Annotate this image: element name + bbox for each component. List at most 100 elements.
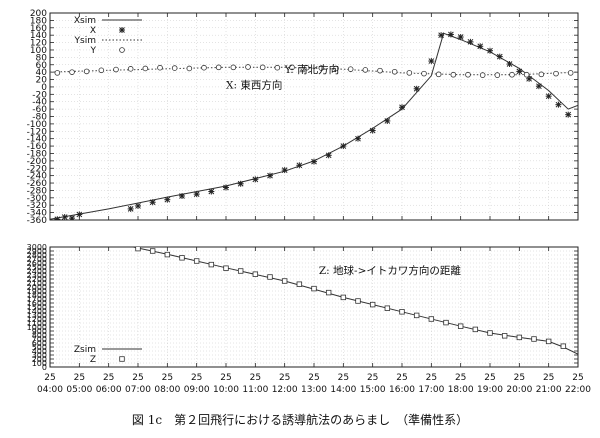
legend-label-y: Y <box>90 46 97 56</box>
point-x <box>384 117 391 124</box>
x-tick-day-label: 25 <box>44 373 55 383</box>
series-group <box>50 31 578 220</box>
point-x <box>477 43 484 50</box>
y-tick-label: -240 <box>27 172 48 182</box>
x-tick-time-label: 20:00 <box>506 385 532 395</box>
point-y <box>113 66 119 73</box>
point-y <box>479 72 486 78</box>
annotation-label: Z: 地球->イトカワ方向の距離 <box>319 264 462 277</box>
y-tick-label: 0 <box>42 363 47 372</box>
point-y <box>406 70 413 76</box>
legend-swatch-y <box>119 47 125 53</box>
legend-swatch-z <box>119 356 125 362</box>
point-y <box>303 64 310 71</box>
x-tick-time-label: 12:00 <box>272 385 298 395</box>
point-y <box>567 70 574 76</box>
point-x <box>193 191 200 198</box>
point-x <box>438 32 445 39</box>
y-tick-label: 2700 <box>27 255 47 264</box>
y-tick-label: 2100 <box>27 279 47 288</box>
x-tick-day-label: 25 <box>191 373 202 383</box>
x-tick-time-label: 07:00 <box>125 385 151 395</box>
point-z <box>325 289 332 296</box>
x-tick-day-label: 25 <box>132 373 143 383</box>
point-z <box>399 309 405 315</box>
point-x <box>76 211 83 218</box>
point-x <box>252 176 259 183</box>
y-tick-label: -280 <box>27 186 48 196</box>
y-tick-label: -140 <box>27 135 48 145</box>
point-y <box>362 67 369 73</box>
point-x <box>149 199 156 206</box>
y-tick-label: 1300 <box>27 311 47 320</box>
point-x <box>311 158 317 165</box>
point-y <box>186 65 193 72</box>
point-z <box>428 316 435 322</box>
y-tick-label: -200 <box>27 157 48 167</box>
x-tick-day-label: 25 <box>396 373 407 383</box>
point-z <box>281 278 288 284</box>
point-z <box>457 323 464 329</box>
y-tick-label: 1000 <box>27 323 47 332</box>
y-tick-label: -220 <box>27 164 48 174</box>
point-y <box>127 66 134 72</box>
x-tick-time-label: 09:00 <box>184 385 210 395</box>
point-y <box>553 70 559 77</box>
point-y <box>494 72 501 78</box>
point-z <box>296 281 303 287</box>
y-tick-label: 2300 <box>27 271 47 280</box>
point-y <box>274 64 281 71</box>
x-tick-time-label: 16:00 <box>389 385 415 395</box>
y-tick-label: 2600 <box>27 259 47 268</box>
y-tick-label: -20 <box>32 90 47 100</box>
annotation-label: X: 東西方向 <box>226 78 282 91</box>
x-tick-day-label: 25 <box>572 373 583 383</box>
x-tick-day-label: 25 <box>250 373 261 383</box>
x-tick-time-label: 19:00 <box>477 385 503 395</box>
point-y <box>230 64 237 71</box>
point-z <box>487 330 493 336</box>
point-x <box>61 214 68 220</box>
point-z <box>545 338 552 345</box>
y-tick-label: 60 <box>36 61 48 71</box>
x-tick-day-label: 25 <box>338 373 349 383</box>
point-y <box>377 67 383 74</box>
annotation-label: Y: 南北方向 <box>284 63 340 76</box>
point-z <box>223 265 229 271</box>
x-tick-time-label: 18:00 <box>448 385 474 395</box>
legend-label-z: Z <box>90 355 96 365</box>
x-tick-time-label: 17:00 <box>418 385 444 395</box>
point-z <box>340 294 347 301</box>
x-tick-day-label: 25 <box>367 373 378 383</box>
y-tick-label: 800 <box>32 331 47 340</box>
point-y <box>450 71 457 78</box>
point-x <box>54 216 61 220</box>
y-tick-label: 1400 <box>27 307 47 316</box>
y-tick-label: 1200 <box>27 315 47 324</box>
point-x <box>399 104 405 111</box>
y-tick-label: 600 <box>32 339 47 348</box>
y-tick-label: -100 <box>27 120 48 130</box>
point-x <box>413 85 420 92</box>
y-tick-label: 700 <box>32 335 47 344</box>
y-tick-label: 140 <box>30 31 47 41</box>
x-tick-time-label: 06:00 <box>96 385 122 395</box>
legend-swatch-x <box>119 27 125 33</box>
y-tick-label: 20 <box>36 76 48 86</box>
y-tick-label: -320 <box>27 201 48 211</box>
x-tick-day-label: 25 <box>279 373 290 383</box>
point-y <box>391 68 398 75</box>
x-tick-time-label: 10:00 <box>213 385 239 395</box>
point-y <box>259 64 266 71</box>
y-tick-label: 100 <box>30 46 47 56</box>
point-y <box>509 71 515 78</box>
y-tick-label: -180 <box>27 149 48 159</box>
y-tick-label: -80 <box>32 113 47 123</box>
point-z <box>413 312 420 319</box>
y-tick-label: 1600 <box>27 299 47 308</box>
point-x <box>506 61 513 68</box>
x-tick-day-label: 25 <box>455 373 466 383</box>
point-x <box>296 162 303 169</box>
point-y <box>83 68 90 75</box>
